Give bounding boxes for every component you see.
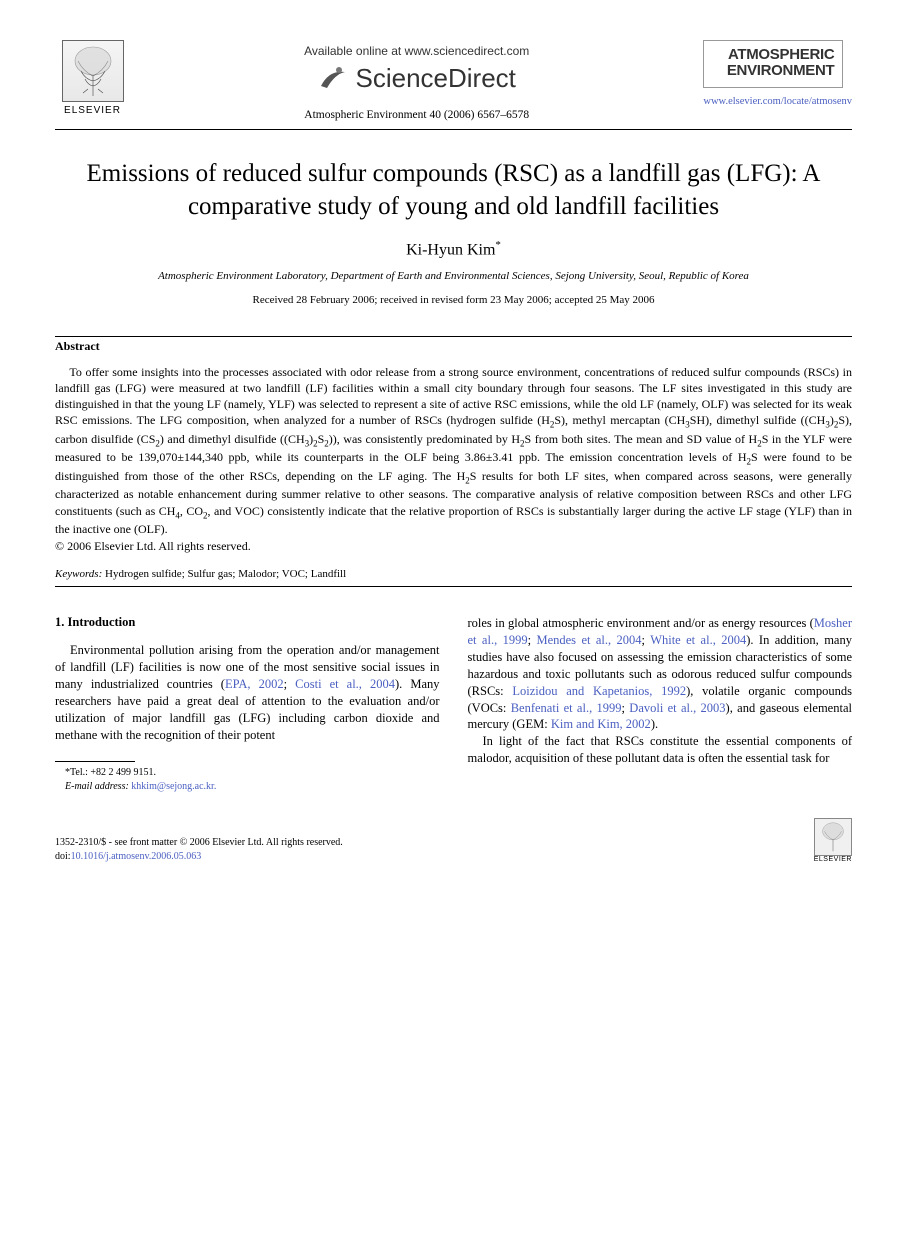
journal-cover: ATMOSPHERIC ENVIRONMENT	[703, 40, 843, 88]
keywords-label: Keywords:	[55, 568, 102, 580]
email-label: E-mail address:	[65, 781, 129, 792]
sciencedirect-logo: ScienceDirect	[130, 62, 703, 94]
elsevier-label: ELSEVIER	[64, 105, 121, 116]
sciencedirect-swoosh-icon	[317, 62, 349, 94]
available-online-text: Available online at www.sciencedirect.co…	[130, 44, 703, 58]
center-header: Available online at www.sciencedirect.co…	[130, 40, 703, 121]
author-name: Ki-Hyun Kim*	[55, 239, 852, 259]
journal-url[interactable]: www.elsevier.com/locate/atmosenv	[703, 96, 852, 107]
header-divider	[55, 129, 852, 130]
doi-value[interactable]: 10.1016/j.atmosenv.2006.05.063	[71, 851, 202, 862]
column-left: 1. Introduction Environmental pollution …	[55, 615, 440, 794]
page-footer: 1352-2310/$ - see front matter © 2006 El…	[55, 818, 852, 863]
intro-para-1: Environmental pollution arising from the…	[55, 642, 440, 743]
section-heading-intro: 1. Introduction	[55, 615, 440, 630]
footnote-tel: *Tel.: +82 2 499 9151.	[55, 766, 440, 780]
tel-label: *Tel.:	[65, 767, 88, 778]
footnote-rule	[55, 761, 135, 762]
abstract-body: To offer some insights into the processe…	[55, 364, 852, 538]
issn-line: 1352-2310/$ - see front matter © 2006 El…	[55, 836, 343, 850]
footnote-email: E-mail address: khkim@sejong.ac.kr.	[55, 780, 440, 794]
article-dates: Received 28 February 2006; received in r…	[55, 294, 852, 306]
body-columns: 1. Introduction Environmental pollution …	[55, 615, 852, 794]
affiliation: Atmospheric Environment Laboratory, Depa…	[55, 269, 852, 283]
journal-name-line1: ATMOSPHERIC	[712, 47, 834, 63]
abstract-bottom-rule	[55, 586, 852, 587]
corresponding-marker: *	[495, 239, 501, 251]
elsevier-tree-icon	[62, 40, 124, 102]
footer-elsevier-label: ELSEVIER	[814, 856, 852, 863]
journal-reference: Atmospheric Environment 40 (2006) 6567–6…	[130, 109, 703, 121]
email-value[interactable]: khkim@sejong.ac.kr.	[129, 781, 217, 792]
column-right: roles in global atmospheric environment …	[468, 615, 853, 794]
footer-meta: 1352-2310/$ - see front matter © 2006 El…	[55, 836, 343, 863]
footer-elsevier-logo: ELSEVIER	[814, 818, 852, 863]
journal-name-line2: ENVIRONMENT	[712, 63, 834, 79]
doi-line: doi:10.1016/j.atmosenv.2006.05.063	[55, 850, 343, 864]
sciencedirect-text: ScienceDirect	[355, 63, 515, 94]
intro-para-1-cont: roles in global atmospheric environment …	[468, 615, 853, 733]
author-text: Ki-Hyun Kim	[406, 241, 495, 258]
publisher-header: ELSEVIER Available online at www.science…	[55, 40, 852, 121]
elsevier-logo: ELSEVIER	[55, 40, 130, 116]
keywords-text: Hydrogen sulfide; Sulfur gas; Malodor; V…	[102, 568, 346, 580]
abstract-heading: Abstract	[55, 339, 852, 354]
journal-cover-block: ATMOSPHERIC ENVIRONMENT www.elsevier.com…	[703, 40, 852, 107]
abstract-top-rule	[55, 336, 852, 337]
intro-para-2: In light of the fact that RSCs constitut…	[468, 733, 853, 767]
abstract-copyright: © 2006 Elsevier Ltd. All rights reserved…	[55, 539, 852, 554]
tel-value: +82 2 499 9151.	[88, 767, 156, 778]
keywords: Keywords: Hydrogen sulfide; Sulfur gas; …	[55, 568, 852, 580]
article-title: Emissions of reduced sulfur compounds (R…	[55, 158, 852, 223]
footer-tree-icon	[814, 818, 852, 856]
doi-prefix: doi:	[55, 851, 71, 862]
